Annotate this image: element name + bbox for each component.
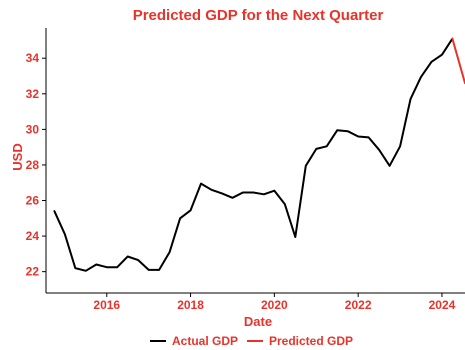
- y-tick-label: 34: [26, 51, 40, 65]
- x-axis-label: Date: [244, 314, 272, 329]
- y-tick-label: 26: [26, 194, 40, 208]
- y-axis-label: USD: [10, 143, 25, 170]
- legend-label-actual: Actual GDP: [172, 334, 238, 348]
- x-tick-label: 2020: [261, 298, 288, 312]
- y-tick-label: 22: [26, 265, 40, 279]
- plot-area: 22 24 26 28 30 32 34 2016 2018 2020 2022 2024: [26, 28, 465, 312]
- y-tick-label: 32: [26, 87, 40, 101]
- x-tick-label: 2022: [345, 298, 372, 312]
- x-tick-label: 2024: [429, 298, 456, 312]
- series-line-actual-gdp: [53, 37, 454, 272]
- y-tick-label: 24: [26, 229, 40, 243]
- chart-title: Predicted GDP for the Next Quarter: [133, 7, 384, 24]
- legend: Actual GDP Predicted GDP: [150, 334, 353, 348]
- legend-label-predicted: Predicted GDP: [269, 334, 353, 348]
- y-tick-label: 30: [26, 122, 40, 136]
- series-line-predicted-gdp: [451, 37, 465, 85]
- y-tick-label: 28: [26, 158, 40, 172]
- x-tick-label: 2016: [93, 298, 120, 312]
- x-tick-label: 2018: [177, 298, 204, 312]
